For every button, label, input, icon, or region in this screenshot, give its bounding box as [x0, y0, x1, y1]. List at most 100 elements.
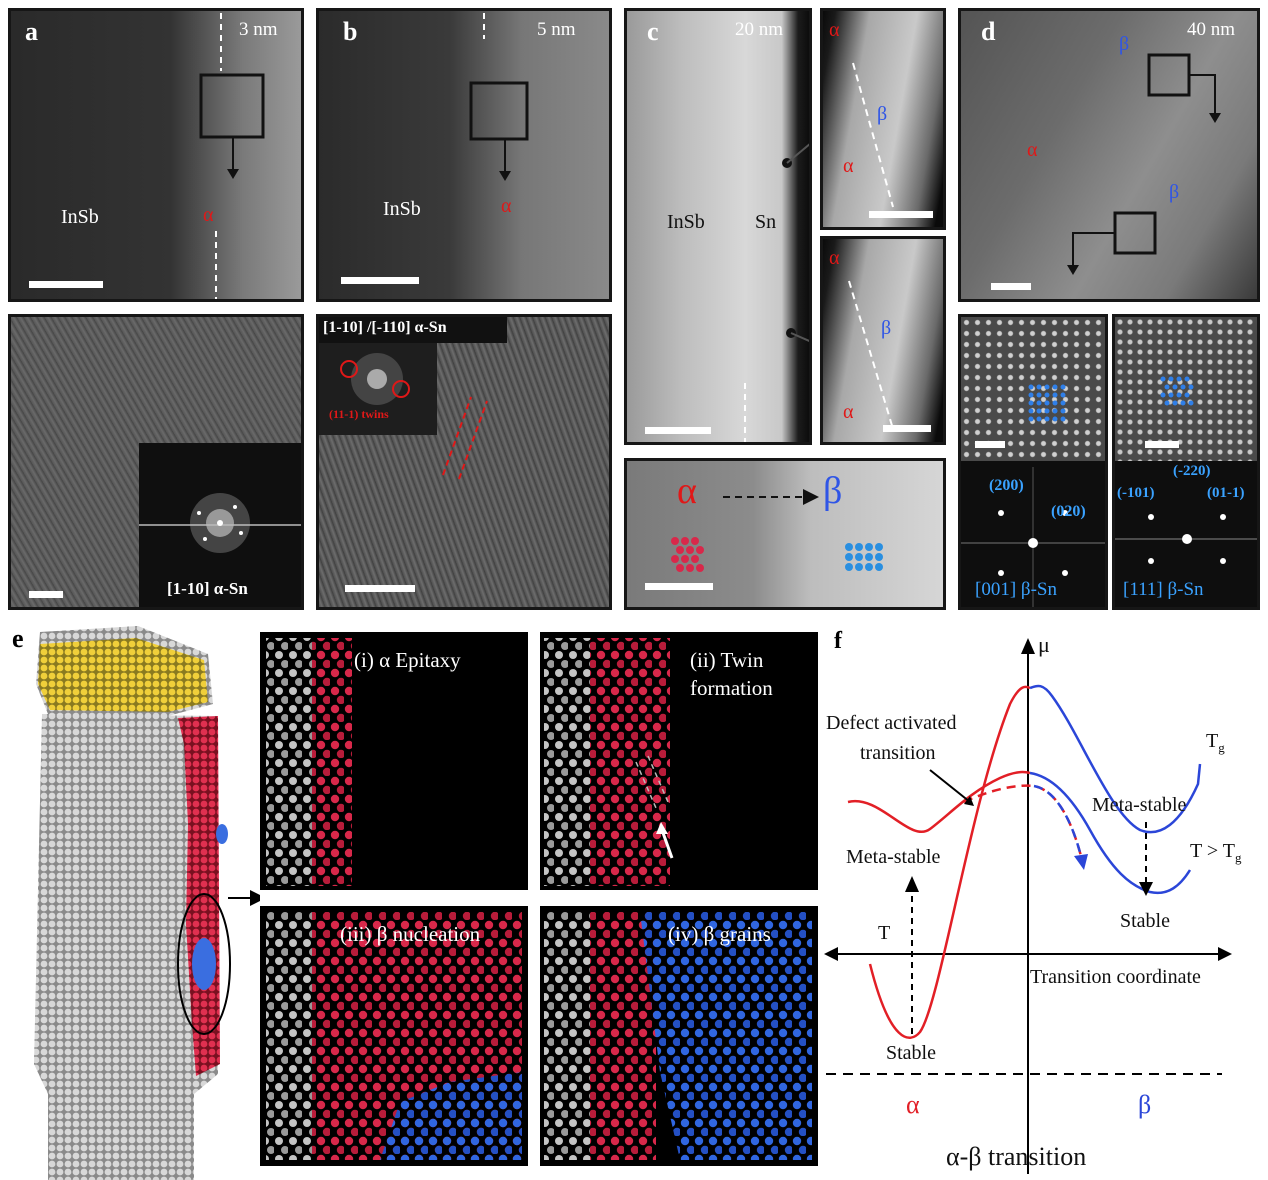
panel-f-label: f	[834, 628, 842, 654]
panel-b-twins-label: (11-1) twins	[329, 407, 389, 421]
panel-c-inset-bottom-scalebar	[883, 425, 931, 432]
panel-a-hrtem-scalebar	[29, 591, 63, 598]
panel-e-sim-svg	[260, 632, 818, 1166]
panel-a-fft-pattern	[139, 493, 301, 553]
panel-d-fft1-spot-1: (200)	[989, 477, 1024, 494]
panel-a-hrtem: [1-10] α-Sn	[8, 314, 304, 610]
panel-e-stage-1: (i) α Epitaxy	[354, 648, 461, 672]
panel-f-svg	[824, 638, 1232, 1174]
panel-e-nanowire-svg	[34, 626, 258, 1180]
panel-d-hrtem-2: (-220) (-101) (01-1) [111] β-Sn	[1112, 314, 1260, 610]
panel-b-scale: 5 nm	[537, 19, 576, 40]
panel-f-t-gt-tg: T > Tg	[1190, 840, 1242, 866]
panel-a-scale: 3 nm	[239, 19, 278, 40]
panel-b-hrtem: (11-1) twins [1-10] /[-110] α-Sn	[316, 314, 612, 610]
panel-d-label: d	[981, 17, 996, 46]
panel-e-simulation: (i) α Epitaxy (ii) Twin formation (iii) …	[260, 632, 818, 1166]
panel-d-hrtem-1: (200) (020) [001] β-Sn	[958, 314, 1108, 610]
panel-a-phase: α	[203, 204, 214, 226]
panel-c-arrow-from: α	[677, 470, 697, 512]
panel-a-fft-caption: [1-10] α-Sn	[167, 579, 248, 598]
panel-f-t-gt-text: T > T	[1190, 840, 1235, 862]
panel-e-pointer-arrow	[250, 890, 266, 906]
panel-c-scalebar	[645, 427, 711, 434]
panel-d-overlay-2	[1115, 376, 1257, 607]
panel-c-atomic: α β	[624, 458, 946, 610]
panel-d-fft2-spot-1: (-220)	[1173, 463, 1211, 479]
panel-e-stage-2: (ii) Twin	[690, 648, 764, 672]
panel-b-caption: [1-10] /[-110] α-Sn	[323, 319, 447, 336]
panel-d-beta1: β	[1119, 33, 1130, 55]
panel-f-title: α-β transition	[946, 1142, 1087, 1171]
panel-a-fft: [1-10] α-Sn	[139, 443, 301, 607]
panel-c-inset-top-overlay	[852, 62, 894, 208]
panel-c-inset-top-alpha1: α	[829, 19, 840, 41]
panel-c-inset-top-beta: β	[877, 103, 888, 125]
panel-d-lattice-1	[961, 317, 1105, 461]
panel-b-phase: α	[501, 195, 512, 217]
panel-d-tem: d 40 nm β α β	[958, 8, 1260, 302]
panel-c-overlay	[744, 143, 809, 442]
panel-f-tg-text: T	[1206, 730, 1219, 752]
panel-f-stable-alpha: Stable	[886, 1042, 936, 1064]
panel-f-beta: β	[1138, 1090, 1152, 1119]
panel-c-atomic-scalebar	[645, 583, 713, 590]
panel-f-alpha: α	[906, 1090, 920, 1119]
panel-f-defect-2: transition	[860, 742, 936, 764]
panel-a-overlay	[199, 13, 265, 299]
panel-d-fft2-caption: [111] β-Sn	[1123, 579, 1204, 600]
panel-b-material: InSb	[383, 198, 421, 220]
panel-c-arrow-to: β	[823, 470, 843, 512]
panel-e-stage-2b: formation	[690, 676, 773, 700]
panel-b-overlay	[469, 13, 529, 181]
panel-c-stem: c 20 nm InSb Sn	[624, 8, 812, 445]
panel-d-overlay-1	[961, 384, 1105, 607]
panel-d-fft1-spot-2: (020)	[1051, 503, 1086, 520]
panel-d-overlay	[1067, 53, 1221, 275]
panel-d-fft2-spot-2: (-101)	[1117, 485, 1155, 501]
panel-e-label: e	[12, 624, 24, 653]
panel-d-fft2-spot-3: (01-1)	[1207, 485, 1245, 501]
panel-d-beta2: β	[1169, 181, 1180, 203]
panel-b-twin-lines	[442, 396, 488, 480]
panel-e-stage-3: (iii) β nucleation	[340, 922, 481, 946]
panel-c-inset-bottom-beta: β	[881, 317, 892, 339]
panel-c-inset-bottom-alpha1: α	[829, 247, 840, 269]
panel-f-y-axis: μ	[1038, 632, 1050, 657]
panel-a-material: InSb	[61, 206, 99, 228]
panel-f-metastable-beta: Meta-stable	[1092, 794, 1187, 816]
panel-d-scalebar	[991, 283, 1031, 290]
panel-d-alpha: α	[1027, 139, 1038, 161]
panel-c-inset-bottom: α β α	[820, 236, 946, 445]
panel-f-x-axis: Transition coordinate	[1030, 966, 1201, 988]
panel-b-label: b	[343, 17, 358, 46]
panel-d-hrtem-1-scalebar	[975, 441, 1005, 448]
panel-c-material-right: Sn	[755, 211, 777, 233]
panel-e-stage-4: (iv) β grains	[668, 922, 771, 946]
panel-a-scalebar	[29, 281, 103, 288]
panel-d-hrtem-2-scalebar	[1145, 441, 1179, 448]
panel-f-defect-1: Defect activated	[826, 712, 957, 734]
panel-c-inset-top-alpha2: α	[843, 155, 854, 177]
panel-c-inset-top: α β α	[820, 8, 946, 230]
panel-b-fft-pattern	[340, 353, 410, 405]
panel-c-inset-top-scalebar	[869, 211, 933, 218]
panel-f-metastable-alpha: Meta-stable	[846, 846, 941, 868]
panel-c-scale: 20 nm	[735, 19, 784, 40]
panel-b-caption-box: [1-10] /[-110] α-Sn	[319, 317, 507, 343]
panel-b-scalebar	[341, 277, 419, 284]
panel-e-nanowire: e	[8, 624, 258, 1180]
panel-c-material-left: InSb	[667, 211, 705, 233]
panel-f-stable-beta: Stable	[1120, 910, 1170, 932]
panel-a-label: a	[25, 17, 38, 46]
panel-b-tem: b 5 nm InSb α	[316, 8, 612, 302]
panel-f-t-gt-sub: g	[1235, 850, 1242, 865]
panel-d-fft1-caption: [001] β-Sn	[975, 579, 1057, 600]
panel-b-hrtem-scalebar	[345, 585, 415, 592]
panel-d-lattice-2	[1115, 317, 1257, 461]
panel-c-inset-bottom-alpha2: α	[843, 401, 854, 423]
panel-f-diagram: f μ Defect activated transition Tg Meta-…	[820, 624, 1260, 1180]
panel-a-tem: a 3 nm InSb α	[8, 8, 304, 302]
panel-f-tg: Tg	[1206, 730, 1225, 756]
panel-f-t-label: T	[878, 922, 891, 944]
